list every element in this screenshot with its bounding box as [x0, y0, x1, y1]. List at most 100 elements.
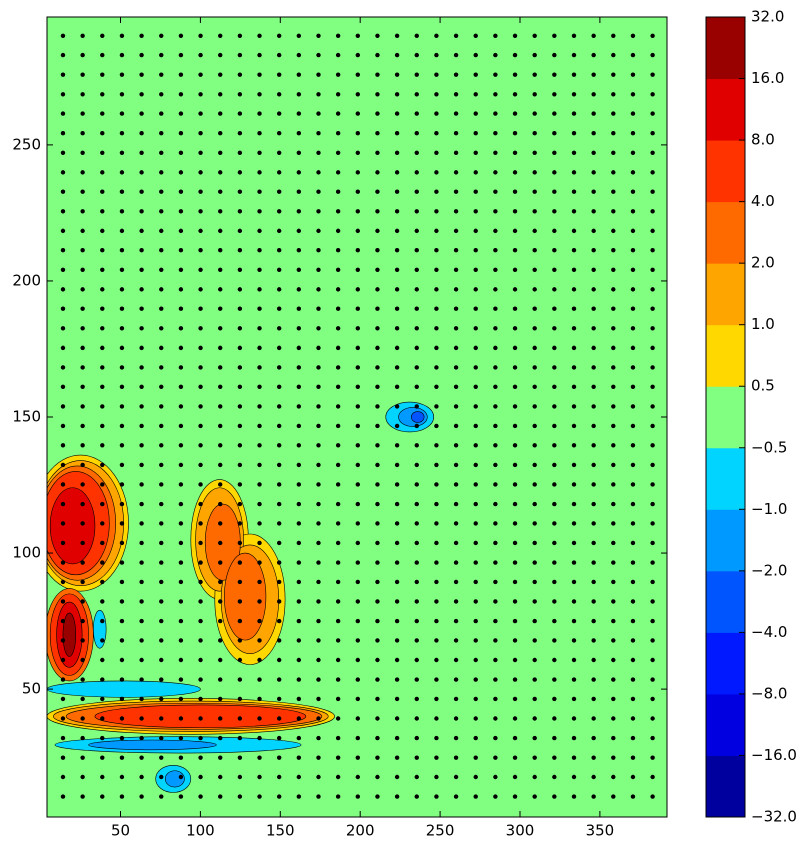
grid-point [355, 287, 360, 292]
grid-point [414, 228, 419, 234]
grid-point [198, 306, 203, 311]
grid-point [453, 52, 459, 58]
grid-point [159, 287, 164, 292]
grid-point [218, 443, 223, 448]
grid-point [198, 326, 203, 331]
grid-point [650, 794, 655, 799]
grid-point [178, 677, 184, 682]
grid-point [414, 209, 419, 214]
grid-point [473, 794, 478, 799]
grid-point [119, 482, 125, 487]
grid-point [80, 716, 85, 721]
grid-point [434, 599, 439, 604]
grid-point [355, 657, 360, 663]
grid-point [532, 92, 537, 97]
grid-point [237, 92, 243, 97]
grid-point [394, 228, 400, 234]
grid-point [80, 443, 85, 448]
grid-point [257, 52, 262, 58]
grid-point [473, 189, 478, 194]
grid-point [237, 52, 243, 58]
grid-point [453, 306, 459, 311]
grid-point [218, 33, 223, 38]
grid-point [650, 638, 655, 643]
grid-point [119, 287, 125, 292]
grid-point [335, 326, 341, 331]
grid-point [591, 462, 596, 468]
grid-point [414, 755, 419, 760]
grid-point [434, 560, 439, 565]
grid-point [178, 579, 184, 585]
grid-point [532, 443, 537, 448]
grid-point [611, 365, 616, 370]
grid-point [493, 560, 498, 565]
grid-point [198, 111, 203, 116]
grid-point [237, 365, 243, 370]
grid-point [100, 755, 105, 760]
grid-point [139, 404, 144, 409]
grid-point [591, 794, 596, 799]
grid-point [237, 462, 243, 468]
grid-point [218, 638, 223, 643]
grid-point [335, 423, 341, 429]
grid-point [316, 111, 321, 116]
plot-area [47, 17, 667, 817]
contour-region [47, 680, 201, 698]
grid-point [532, 423, 537, 429]
grid-point [630, 540, 636, 546]
grid-point [316, 638, 321, 643]
grid-point [218, 755, 223, 760]
grid-point [276, 560, 282, 565]
grid-point [650, 306, 655, 311]
grid-point [414, 794, 419, 799]
grid-point [414, 423, 419, 429]
grid-point [434, 384, 439, 389]
grid-point [473, 92, 478, 97]
grid-point [80, 696, 85, 702]
grid-point [119, 33, 125, 38]
grid-point [375, 794, 380, 799]
grid-point [611, 755, 616, 760]
grid-point [591, 735, 596, 741]
grid-point [237, 306, 243, 311]
grid-point [60, 482, 66, 487]
grid-point [394, 677, 400, 682]
grid-point [296, 716, 302, 721]
colorbar-band [706, 386, 745, 449]
grid-point [119, 462, 125, 468]
grid-point [60, 92, 66, 97]
grid-point [60, 247, 66, 253]
grid-point [276, 696, 282, 702]
grid-point [414, 52, 419, 58]
y-tick-label: 250 [12, 135, 41, 153]
grid-point [493, 52, 498, 58]
grid-point [60, 638, 66, 643]
grid-point [296, 287, 302, 292]
grid-point [237, 326, 243, 331]
grid-point [218, 209, 223, 214]
grid-point [80, 404, 85, 409]
grid-point [218, 696, 223, 702]
grid-point [80, 677, 85, 682]
grid-point [532, 267, 537, 272]
grid-point [493, 443, 498, 448]
grid-point [80, 33, 85, 38]
grid-point [493, 735, 498, 741]
grid-point [159, 306, 164, 311]
grid-point [159, 716, 164, 721]
grid-point [80, 247, 85, 253]
grid-point [335, 774, 341, 780]
grid-point [591, 755, 596, 760]
grid-point [630, 774, 636, 780]
grid-point [571, 111, 577, 116]
grid-point [493, 638, 498, 643]
grid-point [552, 599, 557, 604]
grid-point [60, 72, 66, 77]
grid-point [375, 72, 380, 77]
grid-point [276, 345, 282, 351]
grid-point [650, 33, 655, 38]
grid-point [611, 599, 616, 604]
grid-point [611, 657, 616, 663]
grid-point [237, 287, 243, 292]
grid-point [532, 638, 537, 643]
